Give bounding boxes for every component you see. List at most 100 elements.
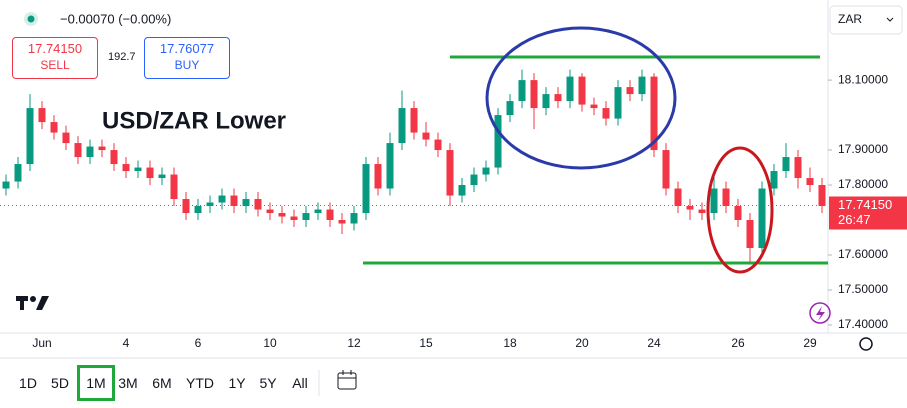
y-tick-label: 18.10000 [838, 72, 888, 86]
y-tick-label: 17.90000 [838, 142, 888, 156]
candle-body [758, 188, 766, 249]
candle-body [50, 122, 58, 133]
y-tick-label: 17.50000 [838, 282, 888, 296]
candle-body [386, 143, 394, 189]
candle-body [374, 164, 382, 189]
x-tick-label: 24 [647, 336, 661, 350]
x-tick-label: 10 [263, 336, 277, 350]
candle-body [794, 157, 802, 179]
candle-body [710, 188, 718, 214]
candle-body [158, 174, 166, 179]
y-tick-label: 17.80000 [838, 177, 888, 191]
candle-body [218, 195, 226, 203]
candle-body [422, 132, 430, 140]
candle-body [734, 206, 742, 221]
candle-body [470, 174, 478, 186]
candle-body [254, 199, 262, 210]
candle-body [194, 206, 202, 214]
candle-body [62, 132, 70, 144]
status-dot-core [27, 15, 35, 23]
tv-logo [16, 296, 49, 310]
x-tick-label: 18 [503, 336, 517, 350]
currency-select[interactable] [829, 5, 903, 35]
x-tick-label: 4 [123, 336, 130, 350]
alert-icon[interactable] [809, 302, 831, 324]
candle-body [326, 209, 334, 221]
candle-body [626, 87, 634, 95]
range-button[interactable]: 5Y [259, 375, 277, 391]
settings-icon[interactable] [859, 337, 873, 351]
x-tick-label: 6 [195, 336, 202, 350]
candle-body [674, 188, 682, 207]
candle-body [782, 157, 790, 172]
range-button[interactable]: 1Y [228, 375, 246, 391]
range-button[interactable]: 5D [51, 375, 69, 391]
candle-body [434, 139, 442, 151]
candle-body [362, 164, 370, 214]
candle-body [686, 206, 694, 210]
calendar-icon[interactable] [337, 370, 357, 390]
range-button[interactable]: 1M [77, 365, 115, 401]
candle-body [266, 209, 274, 214]
y-tick-label: 17.60000 [838, 247, 888, 261]
candle-body [506, 101, 514, 116]
x-tick-label: 26 [731, 336, 745, 350]
candle-body [638, 76, 646, 95]
last-price-box [829, 196, 907, 230]
candle-body [410, 108, 418, 133]
last-price-label: 17.74150 [838, 197, 892, 212]
candle-body [458, 185, 466, 196]
x-tick-label: 12 [347, 336, 361, 350]
candle-body [170, 174, 178, 200]
candle-body [482, 167, 490, 175]
candle-body [338, 220, 346, 224]
candle-body [110, 150, 118, 165]
highlight-ellipse [485, 26, 677, 170]
candle-body [566, 76, 574, 102]
candle-body [86, 146, 94, 158]
candle-body [806, 178, 814, 186]
candle-body [614, 87, 622, 119]
x-tick-label: 29 [803, 336, 817, 350]
candle-body [770, 171, 778, 189]
buy-button[interactable]: 17.76077 BUY [144, 37, 230, 79]
spread: 192.7 [108, 51, 136, 63]
candle-body [242, 199, 250, 207]
candle-body [206, 202, 214, 207]
annotation: USD/ZAR Lower [102, 107, 286, 134]
buy-price: 17.76077 [159, 41, 215, 56]
candle-body [134, 167, 142, 172]
highlight-ellipse [706, 146, 774, 274]
candle-body [542, 94, 550, 109]
candle-body [722, 188, 730, 207]
x-tick-label: Jun [32, 336, 51, 350]
candle-body [818, 185, 826, 207]
range-button[interactable]: 1D [19, 375, 37, 391]
candle-body [74, 143, 82, 158]
range-button[interactable]: YTD [186, 375, 214, 391]
candle-body [230, 195, 238, 207]
candle-body [398, 108, 406, 144]
candle-body [182, 199, 190, 214]
candle-body [698, 209, 706, 214]
candle-body [662, 150, 670, 189]
candle-body [554, 94, 562, 102]
change-text: −0.00070 (−0.00%) [60, 11, 171, 26]
candle-body [746, 220, 754, 249]
candle-body [446, 150, 454, 196]
candle-body [602, 108, 610, 119]
sell-button[interactable]: 17.74150 SELL [12, 37, 98, 79]
range-button[interactable]: 6M [152, 375, 172, 391]
candle-body [14, 164, 22, 182]
candle-body [518, 80, 526, 102]
alert-icon-bolt [816, 306, 825, 321]
sell-label: SELL [40, 58, 70, 72]
candle-body [38, 108, 46, 123]
countdown: 26:47 [838, 212, 871, 227]
range-button[interactable]: All [292, 375, 308, 391]
range-button[interactable]: 3M [118, 375, 138, 391]
candle-body [290, 216, 298, 221]
candle-body [650, 76, 658, 151]
